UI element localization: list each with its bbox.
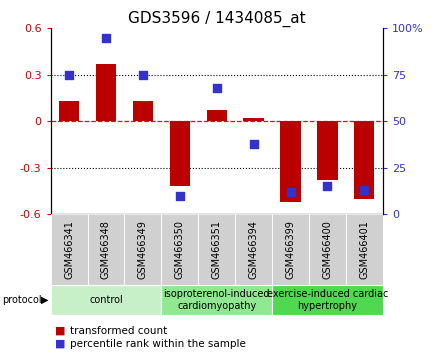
Bar <box>280 121 301 202</box>
Bar <box>88 214 125 285</box>
Point <box>176 193 183 198</box>
Text: GSM466401: GSM466401 <box>359 220 369 279</box>
Text: protocol: protocol <box>2 295 42 305</box>
Bar <box>161 285 272 315</box>
Text: percentile rank within the sample: percentile rank within the sample <box>70 339 246 349</box>
Bar <box>59 101 79 121</box>
Bar <box>133 101 153 121</box>
Bar <box>51 285 161 315</box>
Point <box>250 141 257 147</box>
Text: transformed count: transformed count <box>70 326 168 336</box>
Text: GSM466399: GSM466399 <box>286 220 296 279</box>
Text: ■: ■ <box>55 339 66 349</box>
Bar <box>206 110 227 121</box>
Point <box>213 85 220 91</box>
Bar <box>96 64 116 121</box>
Bar <box>51 214 88 285</box>
Text: isoproterenol-induced
cardiomyopathy: isoproterenol-induced cardiomyopathy <box>163 289 270 311</box>
Bar <box>161 214 198 285</box>
Bar <box>170 121 190 186</box>
Bar <box>317 121 337 180</box>
Point <box>139 72 147 78</box>
Bar <box>309 214 346 285</box>
Text: exercise-induced cardiac
hypertrophy: exercise-induced cardiac hypertrophy <box>267 289 388 311</box>
Text: GSM466348: GSM466348 <box>101 220 111 279</box>
Text: GSM466350: GSM466350 <box>175 220 185 279</box>
Text: control: control <box>89 295 123 305</box>
Bar <box>272 214 309 285</box>
Bar <box>272 285 383 315</box>
Text: ▶: ▶ <box>40 295 48 305</box>
Point <box>361 187 368 193</box>
Point <box>287 189 294 195</box>
Text: ■: ■ <box>55 326 66 336</box>
Text: GSM466394: GSM466394 <box>249 220 259 279</box>
Title: GDS3596 / 1434085_at: GDS3596 / 1434085_at <box>128 11 305 27</box>
Bar <box>198 214 235 285</box>
Point <box>324 183 331 189</box>
Text: GSM466400: GSM466400 <box>323 220 333 279</box>
Bar <box>235 214 272 285</box>
Text: GSM466349: GSM466349 <box>138 220 148 279</box>
Point <box>66 72 73 78</box>
Bar <box>346 214 383 285</box>
Bar <box>125 214 161 285</box>
Point <box>103 35 110 40</box>
Text: GSM466341: GSM466341 <box>64 220 74 279</box>
Bar <box>243 118 264 121</box>
Text: GSM466351: GSM466351 <box>212 220 222 279</box>
Bar <box>354 121 374 199</box>
